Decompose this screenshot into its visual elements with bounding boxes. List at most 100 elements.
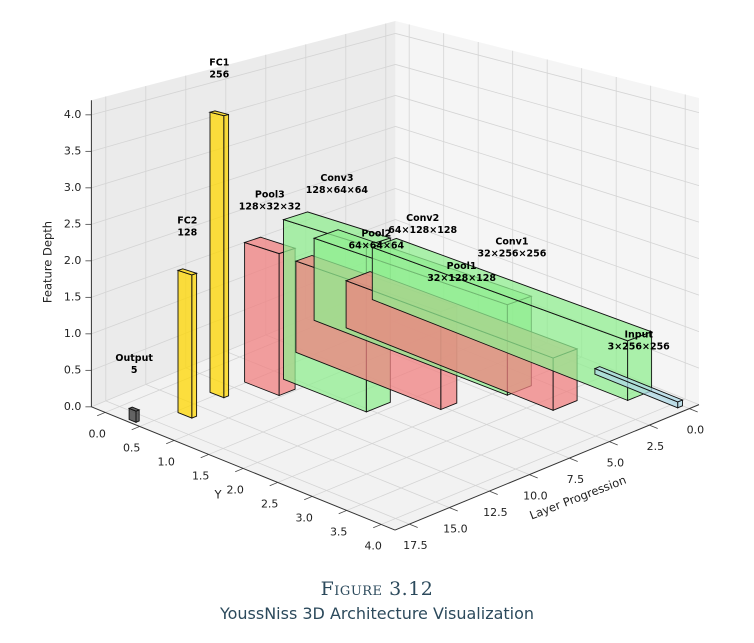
- tick-mark: [449, 507, 458, 512]
- y-tick-label: 1.0: [157, 455, 175, 468]
- layer-shape: 256: [209, 70, 229, 81]
- layer-shape: 3×256×256: [608, 342, 671, 353]
- layer-shape: 5: [131, 365, 138, 376]
- x-tick-label: 0.0: [687, 424, 705, 437]
- y-axis-line: [91, 406, 396, 531]
- box-top-face: [127, 406, 141, 412]
- layer-name: Input: [624, 330, 653, 341]
- box-front-face: [223, 113, 230, 399]
- y-tick-label: 3.5: [330, 525, 348, 538]
- tick-mark: [304, 496, 313, 501]
- x-tick-label: 7.5: [567, 473, 585, 486]
- layer-box: [127, 406, 141, 423]
- box-front-face: [135, 409, 140, 423]
- tick-mark: [489, 490, 498, 495]
- layer-shape: 128×32×32: [239, 202, 301, 213]
- layer-name: FC2: [177, 215, 197, 226]
- layer-shape: 64×64×64: [349, 241, 405, 252]
- layer-shape: 128×64×64: [306, 185, 369, 196]
- layer-name: Conv2: [406, 213, 439, 224]
- layer-name: Pool1: [447, 261, 477, 272]
- tick-mark: [200, 454, 209, 459]
- box-top-face: [370, 237, 653, 342]
- y-tick-label: 0.0: [88, 427, 106, 440]
- tick-mark: [529, 474, 538, 479]
- grid-line: [91, 126, 396, 225]
- layer-shape: 32×128×128: [427, 273, 496, 284]
- tick-mark: [131, 426, 140, 431]
- grid-line: [395, 33, 700, 114]
- y-tick-label: 3.0: [295, 511, 313, 524]
- y-tick-label: 2.5: [261, 497, 279, 510]
- figure-caption: YoussNiss 3D Architecture Visualization: [219, 604, 535, 623]
- box-side-face: [244, 241, 280, 397]
- grid-line: [395, 95, 700, 187]
- tick-mark: [649, 424, 658, 429]
- grid-line: [91, 157, 396, 262]
- layer-box: [176, 268, 199, 419]
- tick-mark: [609, 441, 618, 446]
- tick-mark: [338, 510, 347, 515]
- x-tick-label: 10.0: [523, 490, 548, 503]
- layer-name: Output: [115, 353, 153, 364]
- y-tick-label: 2.0: [226, 483, 244, 496]
- z-tick-label: 3.0: [64, 181, 82, 194]
- grid-line: [395, 219, 700, 333]
- grid-line: [381, 398, 686, 525]
- z-tick-label: 3.5: [64, 144, 82, 157]
- grid-line: [395, 188, 700, 296]
- z-tick-label: 0.5: [64, 363, 82, 376]
- layer-name: FC1: [209, 58, 229, 69]
- y-tick-label: 4.0: [364, 539, 382, 552]
- layer-shape: 64×128×128: [388, 225, 457, 236]
- z-tick-label: 1.5: [64, 290, 82, 303]
- z-tick-label: 0.0: [64, 400, 82, 413]
- tick-mark: [689, 408, 698, 413]
- tick-mark: [569, 457, 578, 462]
- box-top-face: [593, 366, 684, 403]
- grid-line: [91, 33, 396, 116]
- grid-line: [395, 157, 700, 260]
- x-tick-label: 17.5: [403, 539, 428, 552]
- x-axis-line: [394, 404, 700, 531]
- x-tick-label: 12.5: [483, 506, 508, 519]
- tick-mark: [409, 523, 418, 528]
- grid-line: [91, 64, 396, 152]
- layer-name: Conv1: [495, 236, 528, 247]
- grid-line: [346, 384, 651, 511]
- layer-box: [208, 110, 230, 399]
- z-tick-label: 4.0: [64, 108, 82, 121]
- box-side-face: [209, 111, 225, 399]
- tick-mark: [269, 482, 278, 487]
- z-tick-label: 2.5: [64, 217, 82, 230]
- grid-line: [91, 95, 396, 189]
- z-axis-title: Feature Depth: [41, 221, 55, 303]
- z-tick-label: 1.0: [64, 327, 82, 340]
- grid-line: [91, 188, 396, 298]
- layer-name: Pool2: [361, 229, 391, 240]
- x-tick-label: 5.0: [607, 457, 625, 470]
- layer-shape: 128: [177, 227, 197, 238]
- tick-mark: [235, 468, 244, 473]
- tick-mark: [373, 524, 382, 529]
- x-tick-label: 15.0: [443, 523, 468, 536]
- y-tick-label: 1.5: [192, 469, 210, 482]
- box-front-face: [191, 272, 198, 419]
- box-top-face: [208, 110, 229, 117]
- x-tick-label: 2.5: [647, 440, 665, 453]
- box-top-face: [176, 268, 199, 276]
- layer-name: Pool3: [255, 190, 285, 201]
- grid-line: [395, 126, 700, 223]
- caption: Figure 3.12 YoussNiss 3D Architecture Vi…: [0, 578, 754, 623]
- y-axis-title: Y: [213, 488, 222, 502]
- box-side-face: [177, 269, 193, 419]
- tick-mark: [97, 412, 106, 417]
- y-tick-label: 0.5: [123, 441, 141, 454]
- figure-label: Figure 3.12: [320, 578, 434, 600]
- layer-box: [593, 366, 684, 409]
- layer-name: Conv3: [320, 173, 353, 184]
- chart: 0.0 2.5 5.0 7.5 10.0 12.5 15.0 17.5 0.0 0.5 1.0 1.5…: [41, 21, 705, 552]
- z-tick-label: 2.0: [64, 254, 82, 267]
